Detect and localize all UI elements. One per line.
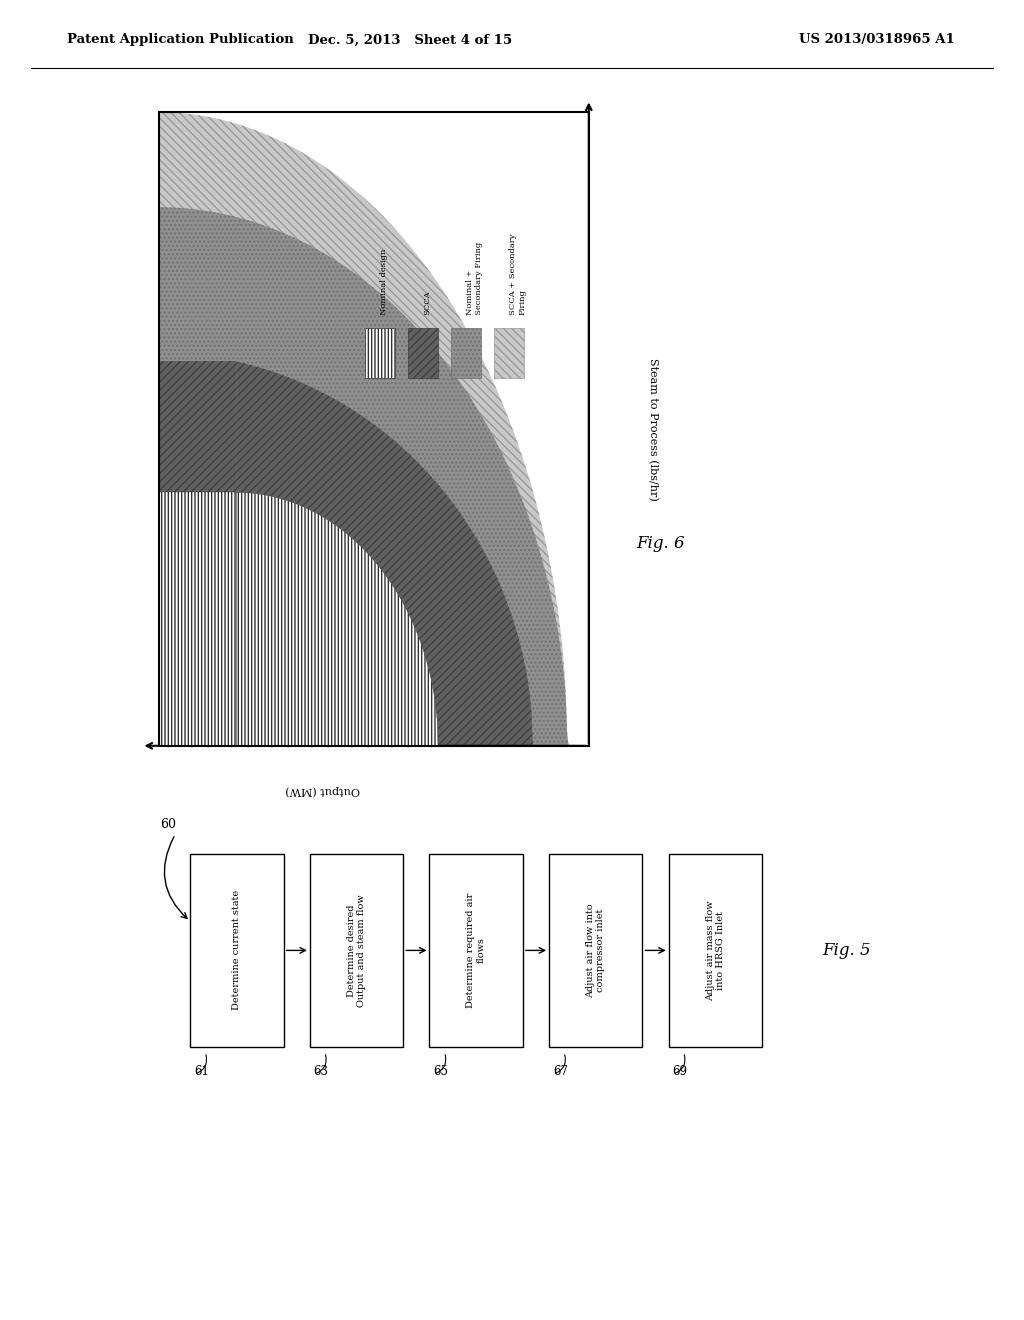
Text: Steam to Process (lbs/hr): Steam to Process (lbs/hr) [648,358,658,500]
Text: Determine current state: Determine current state [232,890,242,1011]
Text: Nominal +
Secondary Firing: Nominal + Secondary Firing [466,242,483,315]
Polygon shape [159,112,589,746]
Bar [409,327,438,379]
Bar [310,854,403,1047]
Text: 63: 63 [313,1065,329,1078]
Text: Nominal design: Nominal design [380,248,388,315]
Text: Patent Application Publication: Patent Application Publication [67,33,293,46]
Bar [190,854,284,1047]
Text: 67: 67 [553,1065,567,1078]
Bar [452,327,481,379]
Polygon shape [237,492,438,746]
Polygon shape [159,207,589,746]
Bar [549,854,642,1047]
Bar [495,327,524,379]
Text: Adjust air mass flow
into HRSG Inlet: Adjust air mass flow into HRSG Inlet [706,900,725,1001]
Text: Fig. 5: Fig. 5 [822,942,870,958]
Text: Adjust air flow into
compressor inlet: Adjust air flow into compressor inlet [586,903,605,998]
Text: 69: 69 [673,1065,687,1078]
Text: US 2013/0318965 A1: US 2013/0318965 A1 [799,33,954,46]
Text: 61: 61 [194,1065,209,1078]
Text: 65: 65 [433,1065,449,1078]
Polygon shape [159,492,237,746]
Polygon shape [237,362,532,746]
Text: Determine required air
flows: Determine required air flows [467,892,485,1008]
Text: Output (MW): Output (MW) [285,785,359,796]
Text: Fig. 6: Fig. 6 [636,535,685,552]
Bar [429,854,523,1047]
Text: SCCA + Secondary
Firing: SCCA + Secondary Firing [509,234,526,315]
Text: SCCA: SCCA [423,290,431,315]
Text: Determine desired
Output and steam flow: Determine desired Output and steam flow [347,894,367,1007]
Text: Dec. 5, 2013   Sheet 4 of 15: Dec. 5, 2013 Sheet 4 of 15 [307,33,512,46]
Bar [669,854,762,1047]
Text: 60: 60 [161,818,176,832]
Polygon shape [159,362,237,746]
Bar [366,327,395,379]
